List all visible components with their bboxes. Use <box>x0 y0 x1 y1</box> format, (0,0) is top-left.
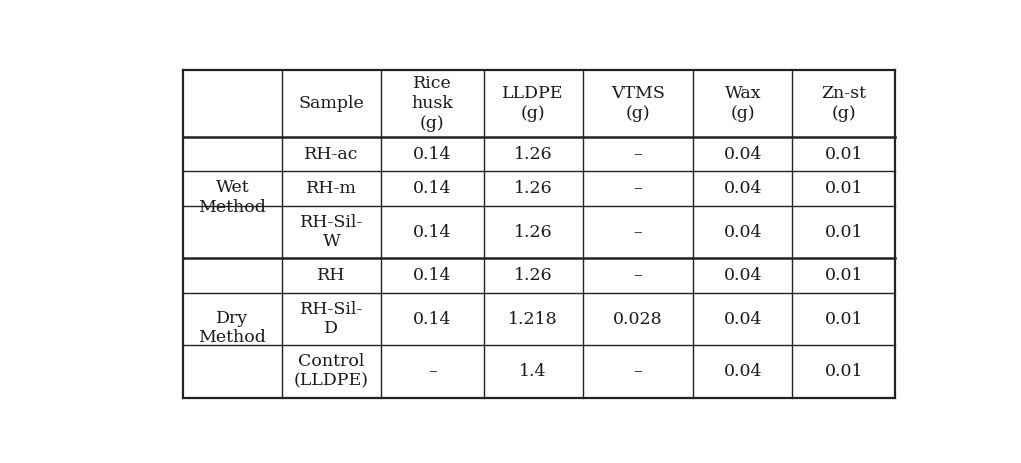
Text: RH-Sil-
D: RH-Sil- D <box>300 301 363 338</box>
Text: RH: RH <box>318 267 346 284</box>
Text: 0.14: 0.14 <box>414 146 451 163</box>
Text: 0.01: 0.01 <box>825 311 863 328</box>
Text: 0.04: 0.04 <box>724 180 762 197</box>
Text: 0.01: 0.01 <box>825 180 863 197</box>
Text: Rice
husk
(g): Rice husk (g) <box>411 75 453 131</box>
Text: 0.04: 0.04 <box>724 146 762 163</box>
Text: –: – <box>634 146 642 163</box>
Text: RH-Sil-
W: RH-Sil- W <box>300 214 363 250</box>
Text: LLDPE
(g): LLDPE (g) <box>502 85 564 122</box>
Text: 0.14: 0.14 <box>414 267 451 284</box>
Text: 0.14: 0.14 <box>414 180 451 197</box>
Text: 0.04: 0.04 <box>724 267 762 284</box>
Text: –: – <box>634 363 642 380</box>
Text: 1.26: 1.26 <box>514 146 552 163</box>
Text: 0.14: 0.14 <box>414 311 451 328</box>
Text: 0.14: 0.14 <box>414 224 451 241</box>
Text: 1.218: 1.218 <box>508 311 557 328</box>
Text: 0.04: 0.04 <box>724 224 762 241</box>
Text: Control
(LLDPE): Control (LLDPE) <box>294 353 369 390</box>
Text: Dry
Method: Dry Method <box>198 310 266 346</box>
Text: 0.01: 0.01 <box>825 267 863 284</box>
Text: 0.01: 0.01 <box>825 146 863 163</box>
Text: VTMS
(g): VTMS (g) <box>611 85 665 122</box>
Text: –: – <box>428 363 437 380</box>
Text: Wax
(g): Wax (g) <box>725 85 761 122</box>
Text: –: – <box>634 267 642 284</box>
Text: 1.4: 1.4 <box>520 363 547 380</box>
Text: 0.01: 0.01 <box>825 363 863 380</box>
Text: RH-ac: RH-ac <box>304 146 358 163</box>
Text: –: – <box>634 224 642 241</box>
Text: 1.26: 1.26 <box>514 180 552 197</box>
Text: –: – <box>634 180 642 197</box>
Text: Zn-st
(g): Zn-st (g) <box>821 85 866 122</box>
Text: 1.26: 1.26 <box>514 267 552 284</box>
Text: Sample: Sample <box>298 95 364 112</box>
Text: Wet
Method: Wet Method <box>198 180 266 216</box>
Text: 0.04: 0.04 <box>724 311 762 328</box>
Text: 1.26: 1.26 <box>514 224 552 241</box>
Text: 0.01: 0.01 <box>825 224 863 241</box>
Text: RH-m: RH-m <box>306 180 356 197</box>
Text: 0.028: 0.028 <box>614 311 663 328</box>
Text: 0.04: 0.04 <box>724 363 762 380</box>
